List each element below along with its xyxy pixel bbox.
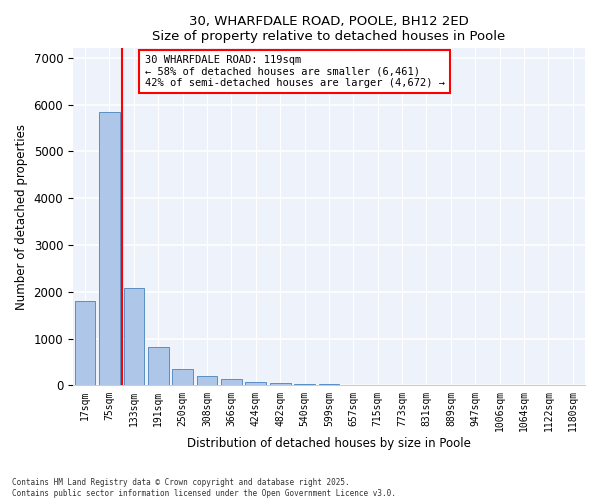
Bar	[148, 347, 169, 386]
Bar	[294, 384, 315, 386]
Text: 30 WHARFDALE ROAD: 119sqm
← 58% of detached houses are smaller (6,461)
42% of se: 30 WHARFDALE ROAD: 119sqm ← 58% of detac…	[145, 55, 445, 88]
Bar	[319, 384, 340, 386]
Y-axis label: Number of detached properties: Number of detached properties	[15, 124, 28, 310]
Bar	[367, 385, 388, 386]
Title: 30, WHARFDALE ROAD, POOLE, BH12 2ED
Size of property relative to detached houses: 30, WHARFDALE ROAD, POOLE, BH12 2ED Size…	[152, 15, 506, 43]
Bar	[99, 112, 120, 386]
Bar	[197, 376, 217, 386]
Bar	[343, 384, 364, 386]
Bar	[245, 382, 266, 386]
Bar	[124, 288, 144, 386]
Bar	[172, 368, 193, 386]
Bar	[221, 380, 242, 386]
Bar	[270, 383, 290, 386]
Bar	[75, 301, 95, 386]
X-axis label: Distribution of detached houses by size in Poole: Distribution of detached houses by size …	[187, 437, 471, 450]
Text: Contains HM Land Registry data © Crown copyright and database right 2025.
Contai: Contains HM Land Registry data © Crown c…	[12, 478, 396, 498]
